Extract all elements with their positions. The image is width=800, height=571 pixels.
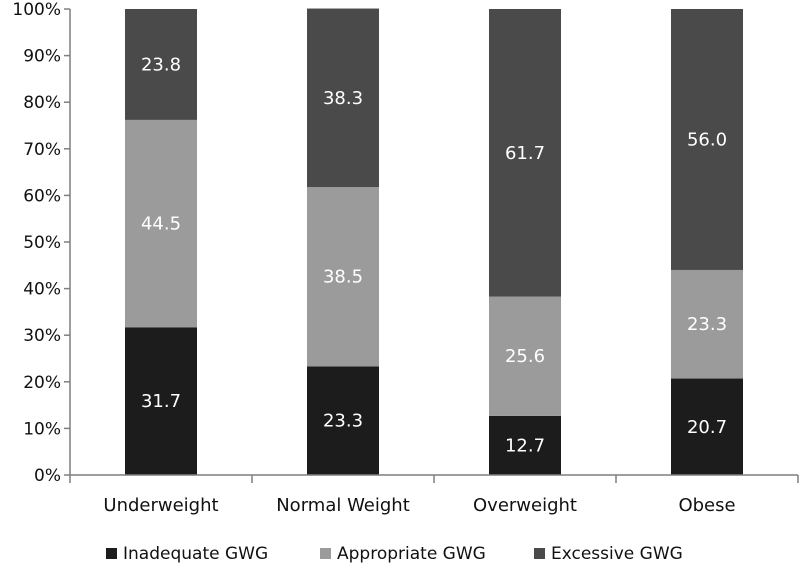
x-tick-label: Obese <box>678 495 735 516</box>
bars-layer: 31.7 44.5 23.8 23.3 38.5 38.3 12.7 25.6 61.7 20.7… <box>125 8 743 475</box>
data-label: 56.0 <box>687 129 727 150</box>
data-label: 23.8 <box>141 54 181 75</box>
y-tick-label: 90% <box>23 47 61 67</box>
data-label: 44.5 <box>141 214 181 235</box>
data-label: 38.5 <box>323 267 363 288</box>
data-label: 61.7 <box>505 143 545 164</box>
y-tick-label: 60% <box>23 186 61 206</box>
data-label: 38.3 <box>323 88 363 109</box>
data-label: 20.7 <box>687 417 727 438</box>
y-tick-label: 30% <box>23 326 61 346</box>
legend-label: Appropriate GWG <box>337 544 486 564</box>
bar-segment <box>671 9 743 270</box>
x-tick-label: Normal Weight <box>276 495 410 516</box>
data-label: 31.7 <box>141 391 181 412</box>
bar-segment <box>489 9 561 297</box>
x-tick-label: Overweight <box>473 495 577 516</box>
legend-label: Inadequate GWG <box>123 544 268 564</box>
legend-swatch <box>106 548 117 559</box>
data-label: 25.6 <box>505 346 545 367</box>
y-tick-label: 80% <box>23 93 61 113</box>
bar-segment <box>307 187 379 367</box>
bar-segment <box>125 9 197 120</box>
legend-label: Excessive GWG <box>551 544 683 564</box>
bar-segment <box>125 327 197 475</box>
data-label: 12.7 <box>505 435 545 456</box>
data-label: 23.3 <box>687 314 727 335</box>
bar-segment <box>671 378 743 475</box>
y-tick-label: 0% <box>34 466 61 486</box>
x-tick-label: Underweight <box>103 495 218 516</box>
legend: Inadequate GWG Appropriate GWG Excessive G… <box>106 544 683 564</box>
axes-layer: Underweight Normal Weight Overweight Obese 0… <box>12 0 799 516</box>
bar-segment <box>489 296 561 416</box>
y-tick-label: 20% <box>23 373 61 393</box>
bar-segment <box>307 8 379 188</box>
bar-segment <box>125 119 197 328</box>
bar-segment <box>307 366 379 475</box>
data-label: 23.3 <box>323 411 363 432</box>
legend-swatch <box>534 548 545 559</box>
y-tick-label: 10% <box>23 419 61 439</box>
legend-swatch <box>320 548 331 559</box>
y-tick-label: 40% <box>23 280 61 300</box>
bar-segment <box>671 269 743 379</box>
y-tick-label: 100% <box>12 0 61 20</box>
bar-segment <box>489 415 561 475</box>
y-tick-label: 50% <box>23 233 61 253</box>
y-tick-label: 70% <box>23 140 61 160</box>
